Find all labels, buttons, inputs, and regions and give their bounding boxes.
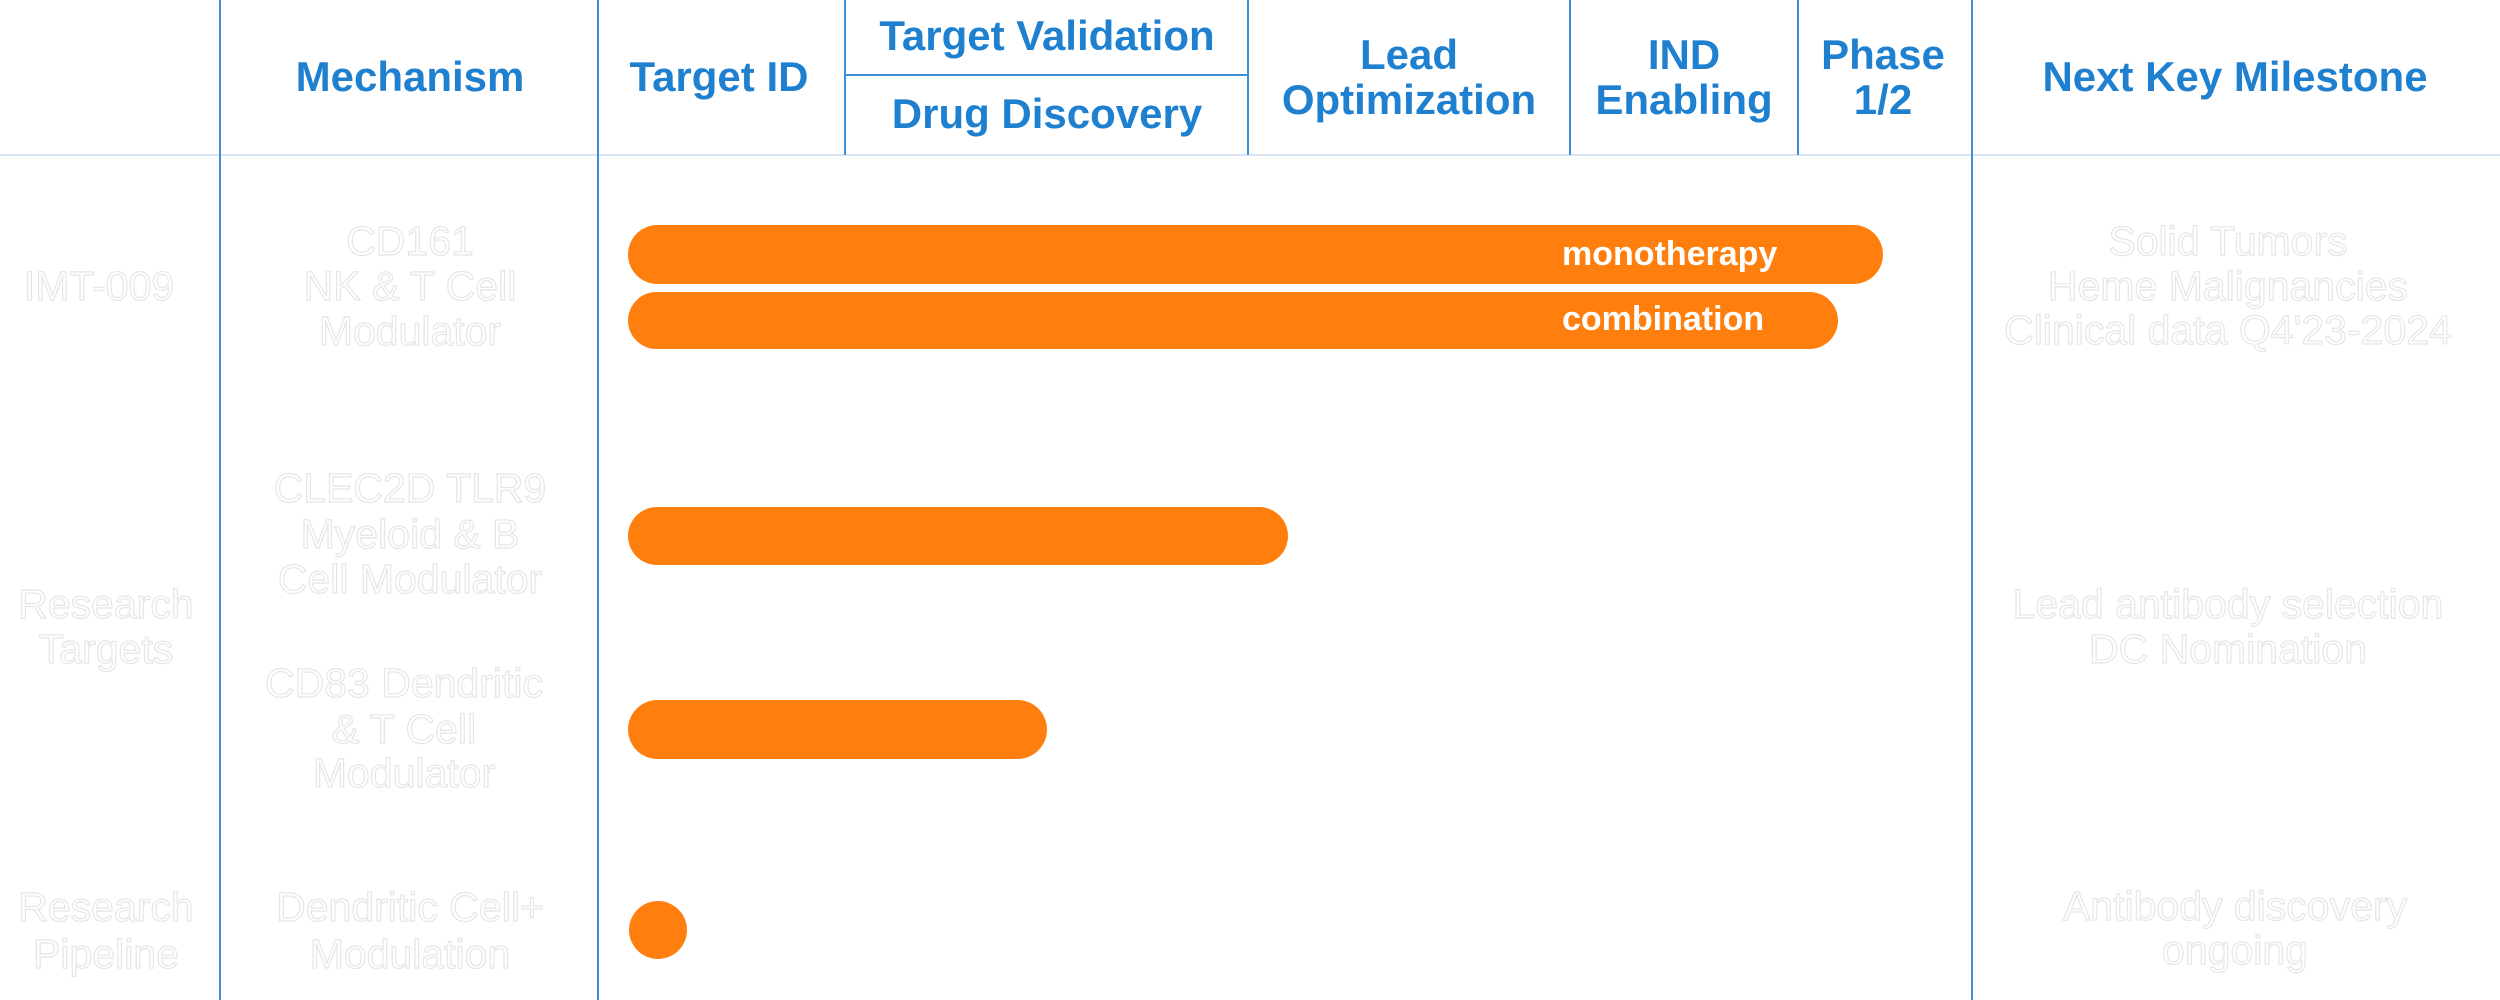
bar-label: combination xyxy=(1562,300,1764,338)
program: Research xyxy=(18,884,193,930)
milestone: Solid Tumors xyxy=(2108,218,2347,264)
mechanism: Myeloid & B xyxy=(301,511,520,557)
header: Target ID xyxy=(630,53,809,100)
bar-label: monotherapy xyxy=(1562,235,1777,273)
program: Pipeline xyxy=(33,931,179,977)
milestone: Lead antibody selection xyxy=(2013,581,2444,627)
header: Drug Discovery xyxy=(892,90,1203,137)
header: IND xyxy=(1648,31,1720,78)
progress-bar xyxy=(628,225,1883,284)
program: Research xyxy=(18,581,193,627)
program: Targets xyxy=(39,626,173,672)
milestone: DC Nomination xyxy=(2089,626,2367,672)
milestone: Heme Malignancies xyxy=(2048,263,2408,309)
mechanism: CLEC2D TLR9 xyxy=(274,465,547,511)
progress-bar xyxy=(628,507,1288,565)
program: IMT-009 xyxy=(24,263,174,309)
progress-bar xyxy=(628,700,1047,759)
mechanism: Cell Modulator xyxy=(278,556,542,602)
header: Lead xyxy=(1360,31,1458,78)
mechanism: CD161 xyxy=(346,218,474,264)
header: Optimization xyxy=(1282,76,1536,123)
mechanism: Modulator xyxy=(319,308,501,354)
header: Target Validation xyxy=(879,12,1214,59)
mechanism: & T Cell xyxy=(332,706,476,752)
milestone: Antibody discovery xyxy=(2063,883,2408,929)
header: Mechanism xyxy=(296,53,525,100)
mechanism: CD83 Dendritic xyxy=(265,660,543,706)
milestone: ongoing xyxy=(2162,927,2308,973)
progress-bar xyxy=(628,292,1838,349)
milestone: Clinical data Q4'23-2024 xyxy=(2004,307,2452,353)
header: Phase xyxy=(1821,31,1945,78)
mechanism: Modulation xyxy=(310,931,511,977)
mechanism: Modulator xyxy=(313,750,495,796)
header: Enabling xyxy=(1595,76,1772,123)
mechanism: Dendritic Cell+ xyxy=(276,884,544,930)
progress-dot xyxy=(629,901,687,959)
header: Next Key Milestone xyxy=(2042,53,2427,100)
mechanism: NK & T Cell xyxy=(304,263,517,309)
header: 1/2 xyxy=(1854,76,1912,123)
